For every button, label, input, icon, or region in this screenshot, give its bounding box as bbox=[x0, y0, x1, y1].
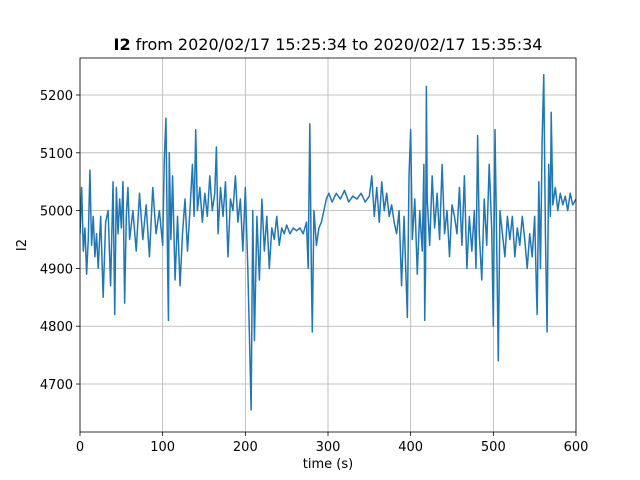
x-tick-label: 600 bbox=[564, 440, 589, 455]
data-line bbox=[80, 74, 576, 411]
x-axis-label: time (s) bbox=[303, 457, 353, 472]
y-tick-label: 4900 bbox=[40, 262, 73, 277]
title-range: from 2020/02/17 15:25:34 to 2020/02/17 1… bbox=[136, 35, 543, 54]
y-axis-label: I2 bbox=[15, 239, 30, 251]
x-tick-label: 100 bbox=[150, 440, 175, 455]
x-tick-label: 500 bbox=[481, 440, 506, 455]
y-tick-label: 5000 bbox=[40, 205, 73, 220]
y-tick-label: 4800 bbox=[40, 320, 73, 335]
x-tick-label: 400 bbox=[398, 440, 423, 455]
title-signal: I2 bbox=[114, 35, 131, 54]
x-tick-label: 300 bbox=[316, 440, 341, 455]
x-tick-label: 200 bbox=[233, 440, 258, 455]
y-tick-label: 5100 bbox=[40, 147, 73, 162]
x-tick-label: 0 bbox=[76, 440, 84, 455]
y-tick-label: 4700 bbox=[40, 378, 73, 393]
plot-frame bbox=[79, 57, 577, 433]
chart-title: I2 from 2020/02/17 15:25:34 to 2020/02/17… bbox=[114, 35, 543, 54]
y-tick-label: 5200 bbox=[40, 89, 73, 104]
